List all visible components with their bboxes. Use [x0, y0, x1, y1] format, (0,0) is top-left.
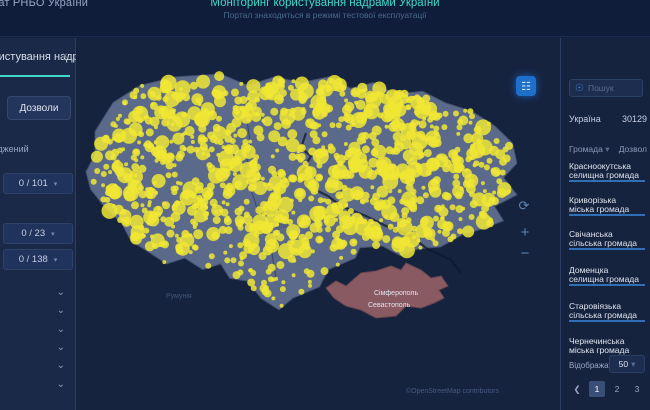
- svg-text:Севастополь: Севастополь: [368, 302, 411, 309]
- svg-text:Сімферополь: Сімферополь: [374, 289, 418, 297]
- svg-text:Румунія: Румунія: [166, 292, 192, 300]
